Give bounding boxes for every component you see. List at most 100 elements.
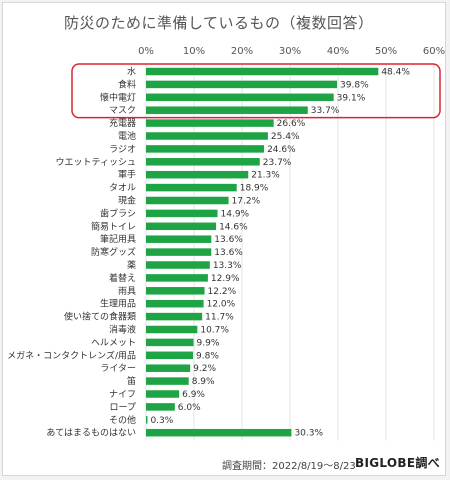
category-label: タオル <box>109 183 136 194</box>
brand-label: BIGLOBE調べ <box>355 456 440 470</box>
value-label: 12.9% <box>211 274 240 284</box>
bar <box>146 325 198 334</box>
bar <box>146 338 194 347</box>
value-label: 21.3% <box>251 171 280 181</box>
bar <box>146 287 205 295</box>
value-label: 10.7% <box>200 326 229 336</box>
x-tick-label: 0% <box>138 46 154 57</box>
x-axis-ticks: 0% 10% 20% 30% 40% 50% 60% <box>138 46 445 57</box>
x-tick-label: 40% <box>327 46 349 57</box>
bar <box>146 67 379 76</box>
bar <box>146 222 217 231</box>
bars <box>146 67 379 437</box>
x-tick-label: 20% <box>231 46 253 57</box>
value-label: 33.7% <box>311 106 340 116</box>
bar <box>146 145 265 153</box>
x-tick-label: 30% <box>279 46 301 57</box>
value-label: 18.9% <box>240 184 269 194</box>
x-tick-label: 10% <box>183 46 205 57</box>
value-label: 12.2% <box>208 287 237 297</box>
bar <box>146 299 204 308</box>
category-label: 歯ブラシ <box>100 207 136 219</box>
survey-period-note: 調査期間：2022/8/19～8/23 <box>222 461 356 472</box>
category-label: 軍手 <box>118 169 136 181</box>
category-label: 着替え <box>109 272 136 284</box>
bar <box>146 132 268 140</box>
category-label: 現金 <box>118 195 136 207</box>
x-tick-label: 60% <box>423 46 445 57</box>
category-label: 生理用品 <box>100 298 136 310</box>
bar <box>146 274 208 282</box>
bar <box>146 119 274 127</box>
value-label: 23.7% <box>263 158 292 168</box>
category-label: ヘルメット <box>91 338 136 348</box>
category-label: 充電器 <box>109 117 136 129</box>
bar <box>146 428 292 437</box>
value-label: 30.3% <box>294 429 323 439</box>
value-label: 14.6% <box>219 222 248 232</box>
value-label: 39.8% <box>340 80 369 90</box>
category-label: ナイフ <box>109 389 136 400</box>
x-tick-label: 50% <box>375 46 397 57</box>
value-label: 13.6% <box>214 248 243 258</box>
category-label: ロープ <box>110 402 136 413</box>
value-label: 17.2% <box>232 197 261 207</box>
value-label: 9.8% <box>196 351 219 361</box>
category-label: 懐中電灯 <box>100 91 136 103</box>
category-label: ラジオ <box>109 144 136 155</box>
bar <box>146 390 180 398</box>
value-label: 25.4% <box>271 132 300 142</box>
bar <box>146 248 212 256</box>
value-label: 8.9% <box>192 377 215 387</box>
value-label: 26.6% <box>277 119 306 129</box>
category-label: 筆記用具 <box>100 233 136 245</box>
bar <box>146 377 189 385</box>
category-labels: 水食料懐中電灯マスク充電器電池ラジオウエットティッシュ軍手タオル現金歯ブラシ簡易… <box>7 66 136 439</box>
category-label: 消毒液 <box>109 324 136 336</box>
category-label: 薬 <box>127 259 136 271</box>
value-label: 13.6% <box>214 235 243 245</box>
value-label: 9.9% <box>197 338 220 348</box>
bar <box>146 351 194 360</box>
value-label: 11.7% <box>205 313 234 323</box>
bar <box>146 80 338 89</box>
bar <box>146 106 308 114</box>
bar <box>146 170 249 179</box>
category-label: その他 <box>109 414 136 426</box>
bar <box>146 158 260 166</box>
value-label: 13.3% <box>213 261 242 271</box>
category-label: 使い捨ての食器類 <box>64 311 136 323</box>
category-label: 食料 <box>118 78 136 90</box>
category-label: 笛 <box>127 375 136 387</box>
category-label: マスク <box>109 105 136 116</box>
category-label: 雨具 <box>118 286 136 297</box>
value-label: 6.0% <box>178 403 201 413</box>
category-label: ライター <box>100 363 136 374</box>
value-label: 48.4% <box>381 68 410 78</box>
bar <box>146 183 237 192</box>
bar <box>146 235 212 243</box>
category-label: ウエットティッシュ <box>56 157 136 168</box>
bar <box>146 416 148 424</box>
value-label: 39.1% <box>337 93 366 103</box>
bar <box>146 403 175 411</box>
bar <box>146 312 203 321</box>
category-label: あてはまるものはない <box>46 428 136 439</box>
bar <box>146 261 210 269</box>
chart-title: 防災のために準備しているもの（複数回答） <box>64 14 374 32</box>
bar <box>146 209 218 218</box>
bar <box>146 93 334 102</box>
value-label: 6.9% <box>182 390 205 400</box>
value-labels: 48.4% 39.8% 39.1% 33.7% 26.6% 25.4% 24.6% 23.7%… <box>150 68 410 439</box>
highlight-box <box>71 63 441 119</box>
category-label: 電池 <box>118 130 136 142</box>
bar <box>146 196 229 205</box>
category-label: 簡易トイレ <box>91 220 136 232</box>
value-label: 12.0% <box>207 300 236 310</box>
value-label: 24.6% <box>267 145 296 155</box>
category-label: 水 <box>127 66 136 78</box>
value-label: 0.3% <box>150 416 173 426</box>
category-label: メガネ・コンタクトレンズ/用品 <box>7 349 136 361</box>
category-label: 防寒グッズ <box>91 246 136 258</box>
